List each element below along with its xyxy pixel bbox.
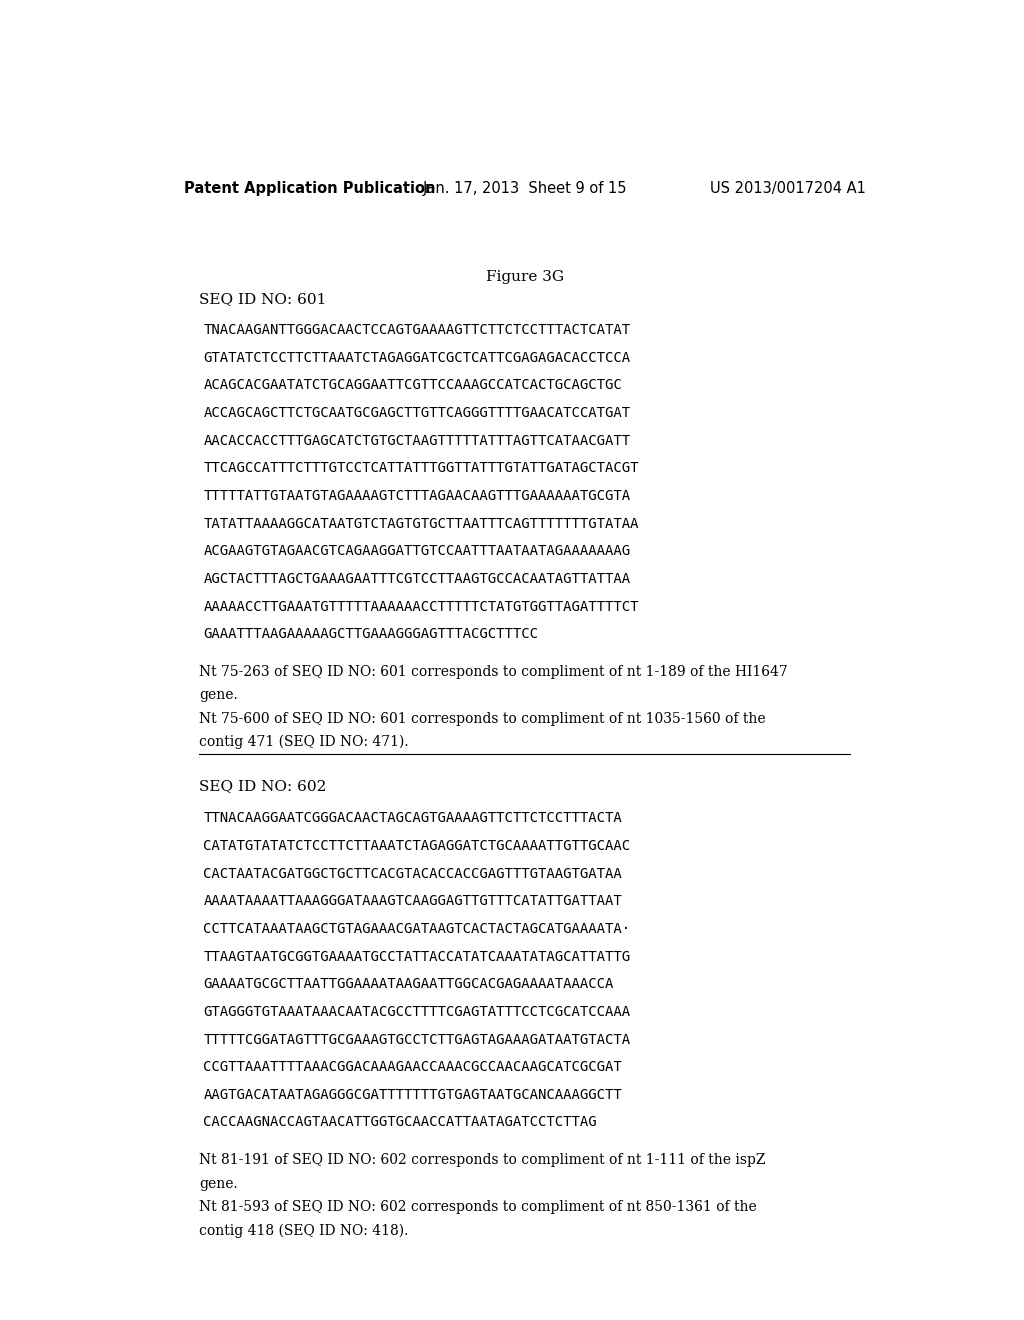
Text: ACAGCACGAATATCTGCAGGAATTCGTTCCAAAGCCATCACTGCAGCTGC: ACAGCACGAATATCTGCAGGAATTCGTTCCAAAGCCATCA… — [204, 379, 623, 392]
Text: GTAGGGTGTAAATAAACAATACGCCTTTTCGAGTATTTCCTCGCATCCAAA: GTAGGGTGTAAATAAACAATACGCCTTTTCGAGTATTTCC… — [204, 1005, 631, 1019]
Text: TTTTTCGGATAGTTTGCGAAAGTGCCTCTTGAGTAGAAAGATAATGTACTA: TTTTTCGGATAGTTTGCGAAAGTGCCTCTTGAGTAGAAAG… — [204, 1032, 631, 1047]
Text: AAAATAAAATTAAAGGGATAAAGTCAAGGAGTTGTTTCATATTGATTAAT: AAAATAAAATTAAAGGGATAAAGTCAAGGAGTTGTTTCAT… — [204, 894, 623, 908]
Text: AACACCACCTTTGAGCATCTGTGCTAAGTTTTTATTTAGTTCATAACGATT: AACACCACCTTTGAGCATCTGTGCTAAGTTTTTATTTAGT… — [204, 434, 631, 447]
Text: TNACAAGANTTGGGACAACTCCAGTGAAAAGTTCTTCTCCTTTACTCATAT: TNACAAGANTTGGGACAACTCCAGTGAAAAGTTCTTCTCC… — [204, 323, 631, 337]
Text: ACGAAGTGTAGAACGTCAGAAGGATTGTCCAATTTAATAATAGAAAAAAAG: ACGAAGTGTAGAACGTCAGAAGGATTGTCCAATTTAATAA… — [204, 544, 631, 558]
Text: Nt 75-263 of SEQ ID NO: 601 corresponds to compliment of nt 1-189 of the HI1647: Nt 75-263 of SEQ ID NO: 601 corresponds … — [200, 665, 788, 678]
Text: Nt 75-600 of SEQ ID NO: 601 corresponds to compliment of nt 1035-1560 of the: Nt 75-600 of SEQ ID NO: 601 corresponds … — [200, 711, 766, 726]
Text: CATATGTATATCTCCTTCTTAAATCTAGAGGATCTGCAAAATTGTTGCAAC: CATATGTATATCTCCTTCTTAAATCTAGAGGATCTGCAAA… — [204, 840, 631, 853]
Text: CCGTTAAATTTTAAACGGACAAAGAACCAAACGCCAACAAGCATCGCGAT: CCGTTAAATTTTAAACGGACAAAGAACCAAACGCCAACAA… — [204, 1060, 623, 1074]
Text: gene.: gene. — [200, 688, 239, 702]
Text: AAAAACCTTGAAATGTTTTTAAAAAACCTTTTTCTATGTGGTTAGATTTTCT: AAAAACCTTGAAATGTTTTTAAAAAACCTTTTTCTATGTG… — [204, 599, 639, 614]
Text: Patent Application Publication: Patent Application Publication — [183, 181, 435, 195]
Text: TTAAGTAATGCGGTGAAAATGCCTATTACCATATCAAATATAGCATTATTG: TTAAGTAATGCGGTGAAAATGCCTATTACCATATCAAATA… — [204, 949, 631, 964]
Text: TTCAGCCATTTCTTTGTCCTCATTATTTGGTTATTTGTATTGATAGCTACGT: TTCAGCCATTTCTTTGTCCTCATTATTTGGTTATTTGTAT… — [204, 461, 639, 475]
Text: CACTAATACGATGGCTGCTTCACGTACACCACCGAGTTTGTAAGTGATAA: CACTAATACGATGGCTGCTTCACGTACACCACCGAGTTTG… — [204, 867, 623, 880]
Text: Nt 81-191 of SEQ ID NO: 602 corresponds to compliment of nt 1-111 of the ispZ: Nt 81-191 of SEQ ID NO: 602 corresponds … — [200, 1154, 766, 1167]
Text: ACCAGCAGCTTCTGCAATGCGAGCTTGTTCAGGGTTTTGAACATCCATGAT: ACCAGCAGCTTCTGCAATGCGAGCTTGTTCAGGGTTTTGA… — [204, 407, 631, 420]
Text: CACCAAGNACCAGTAACATTGGTGCAACCATTAATAGATCCTCTTAG: CACCAAGNACCAGTAACATTGGTGCAACCATTAATAGATC… — [204, 1115, 597, 1130]
Text: GAAAATGCGCTTAATTGGAAAATAAGAATTGGCACGAGAAAATAAACCA: GAAAATGCGCTTAATTGGAAAATAAGAATTGGCACGAGAA… — [204, 977, 613, 991]
Text: SEQ ID NO: 602: SEQ ID NO: 602 — [200, 779, 327, 793]
Text: US 2013/0017204 A1: US 2013/0017204 A1 — [711, 181, 866, 195]
Text: SEQ ID NO: 601: SEQ ID NO: 601 — [200, 293, 327, 306]
Text: AGCTACTTTAGCTGAAAGAATTTCGTCCTTAAGTGCCACAATAGTTATTAA: AGCTACTTTAGCTGAAAGAATTTCGTCCTTAAGTGCCACA… — [204, 572, 631, 586]
Text: Nt 81-593 of SEQ ID NO: 602 corresponds to compliment of nt 850-1361 of the: Nt 81-593 of SEQ ID NO: 602 corresponds … — [200, 1200, 757, 1214]
Text: AAGTGACATAATAGAGGGCGATTTTTTTGTGAGTAATGCANCAAAGGCTT: AAGTGACATAATAGAGGGCGATTTTTTTGTGAGTAATGCA… — [204, 1088, 623, 1102]
Text: GTATATCTCCTTCTTAAATCTAGAGGATCGCTCATTCGAGAGACACCTCCA: GTATATCTCCTTCTTAAATCTAGAGGATCGCTCATTCGAG… — [204, 351, 631, 364]
Text: Jan. 17, 2013  Sheet 9 of 15: Jan. 17, 2013 Sheet 9 of 15 — [423, 181, 627, 195]
Text: contig 418 (SEQ ID NO: 418).: contig 418 (SEQ ID NO: 418). — [200, 1224, 409, 1238]
Text: TTNACAAGGAATCGGGACAACTAGCAGTGAAAAGTTCTTCTCCTTTACTA: TTNACAAGGAATCGGGACAACTAGCAGTGAAAAGTTCTTC… — [204, 812, 623, 825]
Text: TATATTAAAAGGCATAATGTCTAGTGTGCTTAATTTCAGTTTTTTTGTATAA: TATATTAAAAGGCATAATGTCTAGTGTGCTTAATTTCAGT… — [204, 516, 639, 531]
Text: contig 471 (SEQ ID NO: 471).: contig 471 (SEQ ID NO: 471). — [200, 735, 409, 750]
Text: gene.: gene. — [200, 1176, 239, 1191]
Text: CCTTCATAAATAAGCTGTAGAAACGATAAGTCACTACTAGCATGAAAATA·: CCTTCATAAATAAGCTGTAGAAACGATAAGTCACTACTAG… — [204, 921, 631, 936]
Text: Figure 3G: Figure 3G — [485, 271, 564, 284]
Text: GAAATTTAAGAAAAAGCTTGAAAGGGAGTTTACGCTTTCC: GAAATTTAAGAAAAAGCTTGAAAGGGAGTTTACGCTTTCC — [204, 627, 539, 642]
Text: TTTTTATTGTAATGTAGAAAAGTCTTTAGAACAAGTTTGAAAAAATGCGTA: TTTTTATTGTAATGTAGAAAAGTCTTTAGAACAAGTTTGA… — [204, 488, 631, 503]
